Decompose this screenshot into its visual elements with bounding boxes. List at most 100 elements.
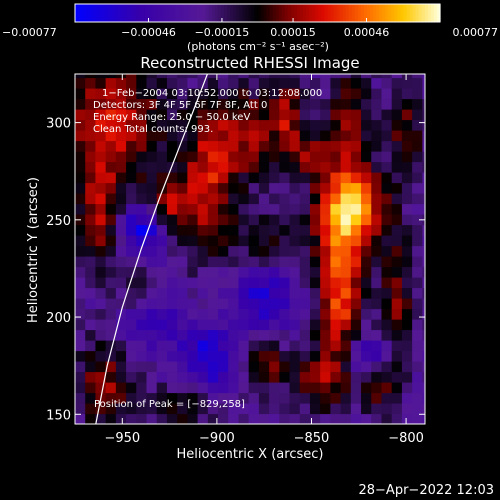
- heatmap-pixel: [340, 74, 352, 79]
- heatmap-pixel: [166, 361, 178, 373]
- heatmap-pixel: [228, 193, 240, 205]
- heatmap-pixel: [299, 193, 311, 205]
- heatmap-pixel: [412, 266, 423, 278]
- heatmap-pixel: [258, 361, 270, 373]
- heatmap-pixel: [207, 287, 219, 299]
- heatmap-pixel: [320, 382, 332, 394]
- heatmap-pixel: [126, 298, 137, 310]
- colorbar-cell: [263, 4, 268, 22]
- colorbar-cell: [96, 4, 100, 22]
- heatmap-pixel: [269, 350, 280, 362]
- heatmap-pixel: [238, 193, 250, 205]
- heatmap-pixel: [269, 361, 280, 373]
- heatmap-pixel: [340, 203, 352, 215]
- heatmap-pixel: [371, 245, 383, 257]
- heatmap-pixel: [218, 256, 229, 268]
- heatmap-pixel: [422, 287, 425, 299]
- heatmap-pixel: [299, 130, 311, 142]
- heatmap-pixel: [269, 371, 280, 383]
- heatmap-pixel: [412, 203, 423, 215]
- heatmap-pixel: [166, 319, 178, 331]
- heatmap-pixel: [177, 214, 188, 226]
- heatmap-pixel: [401, 308, 413, 320]
- heatmap-pixel: [289, 413, 301, 424]
- heatmap-pixel: [146, 140, 158, 152]
- heatmap-pixel: [218, 266, 229, 278]
- heatmap-pixel: [391, 88, 403, 100]
- heatmap-pixel: [115, 413, 127, 424]
- heatmap-pixel: [156, 98, 168, 110]
- heatmap-pixel: [350, 140, 362, 152]
- heatmap-pixel: [269, 413, 280, 424]
- heatmap-pixel: [136, 329, 148, 341]
- heatmap-pixel: [320, 371, 332, 383]
- heatmap-pixel: [422, 350, 425, 362]
- heatmap-pixel: [218, 224, 229, 236]
- heatmap-pixel: [85, 88, 97, 100]
- heatmap-pixel: [391, 203, 403, 215]
- heatmap-pixel: [238, 182, 250, 194]
- heatmap-pixel: [207, 392, 219, 404]
- heatmap-pixel: [105, 382, 117, 394]
- heatmap-pixel: [269, 329, 280, 341]
- heatmap-pixel: [299, 214, 311, 226]
- heatmap-pixel: [269, 214, 280, 226]
- heatmap-pixel: [75, 382, 86, 394]
- heatmap-pixel: [156, 74, 168, 79]
- heatmap-pixel: [422, 182, 425, 194]
- heatmap-pixel: [85, 350, 97, 362]
- heatmap-pixel: [228, 140, 240, 152]
- heatmap-pixel: [126, 140, 137, 152]
- heatmap-pixel: [412, 161, 423, 173]
- heatmap-pixel: [115, 329, 127, 341]
- heatmap-pixel: [279, 319, 291, 331]
- heatmap-pixel: [136, 413, 148, 424]
- heatmap-pixel: [391, 214, 403, 226]
- heatmap-pixel: [269, 74, 280, 79]
- heatmap-pixel: [187, 203, 199, 215]
- heatmap-pixel: [115, 109, 127, 121]
- heatmap-pixel: [279, 214, 291, 226]
- heatmap-pixel: [330, 287, 342, 299]
- heatmap-pixel: [258, 88, 270, 100]
- heatmap-pixel: [95, 203, 107, 215]
- x-axis-tick-label: −950: [104, 431, 140, 446]
- heatmap-pixel: [136, 140, 148, 152]
- heatmap-pixel: [381, 403, 393, 415]
- heatmap-pixel: [340, 151, 352, 163]
- heatmap-pixel: [177, 413, 188, 424]
- heatmap-pixel: [187, 319, 199, 331]
- heatmap-pixel: [258, 98, 270, 110]
- heatmap-pixel: [279, 151, 291, 163]
- heatmap-pixel: [401, 392, 413, 404]
- heatmap-pixel: [156, 182, 168, 194]
- heatmap-pixel: [258, 109, 270, 121]
- colorbar-cell: [117, 4, 122, 22]
- heatmap-pixel: [187, 119, 199, 131]
- colorbar-cell: [388, 4, 392, 22]
- heatmap-pixel: [105, 256, 117, 268]
- heatmap-pixel: [320, 130, 332, 142]
- heatmap-pixel: [401, 350, 413, 362]
- colorbar-cell: [376, 4, 380, 22]
- heatmap-pixel: [126, 308, 137, 320]
- heatmap-pixel: [320, 109, 332, 121]
- heatmap-pixel: [146, 119, 158, 131]
- heatmap-pixel: [422, 172, 425, 184]
- heatmap-pixel: [381, 329, 393, 341]
- heatmap-pixel: [75, 172, 86, 184]
- heatmap-pixel: [381, 161, 393, 173]
- heatmap-pixel: [289, 193, 301, 205]
- colorbar-cell: [363, 4, 368, 22]
- heatmap-pixel: [269, 119, 280, 131]
- heatmap-pixel: [197, 224, 209, 236]
- heatmap-pixel: [279, 287, 291, 299]
- heatmap-pixel: [412, 371, 423, 383]
- heatmap-pixel: [269, 88, 280, 100]
- colorbar-tick-label: −0.00015: [195, 26, 250, 39]
- heatmap-pixel: [115, 308, 127, 320]
- heatmap-pixel: [218, 140, 229, 152]
- heatmap-pixel: [126, 245, 137, 257]
- heatmap-pixel: [361, 350, 372, 362]
- heatmap-pixel: [228, 308, 240, 320]
